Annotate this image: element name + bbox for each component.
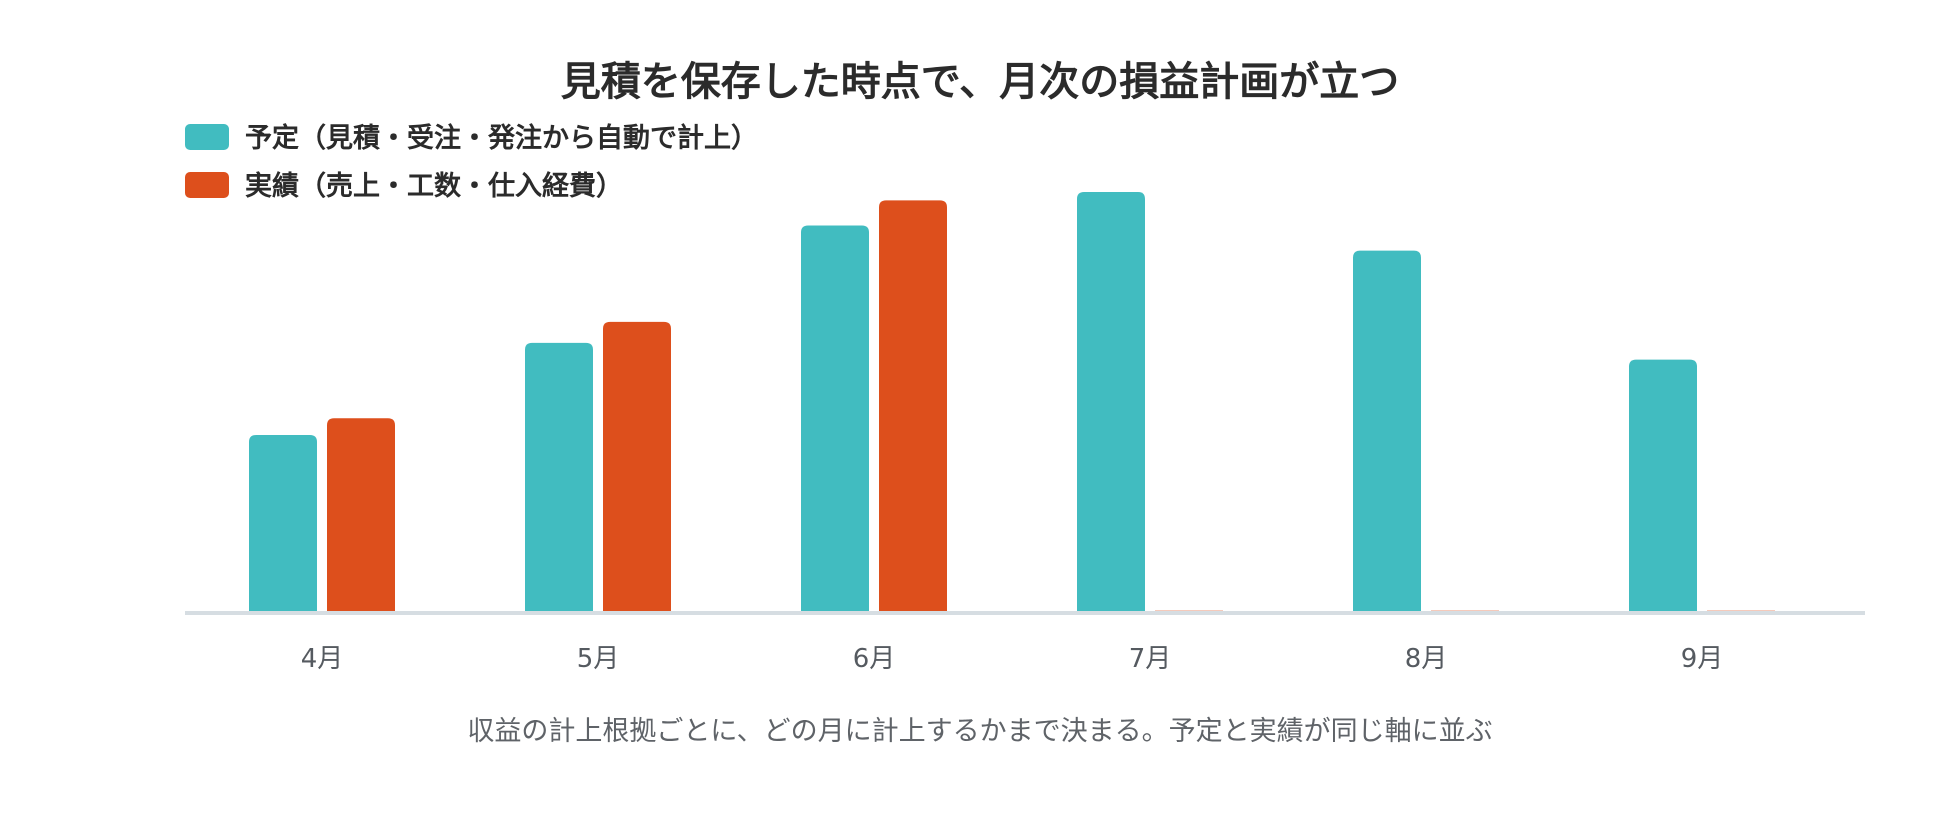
bar-plan-5 (525, 342, 593, 611)
x-tick-label-6: 6月 (853, 644, 896, 674)
bar-plan-8 (1353, 250, 1421, 611)
legend: 予定（見積・受注・発注から自動で計上） 実績（売上・工数・仕入経費） (185, 122, 758, 202)
bar-plan-6 (801, 225, 869, 611)
legend-label-plan: 予定（見積・受注・発注から自動で計上） (245, 122, 758, 154)
bar-actual-6 (879, 200, 947, 611)
bar-plan-9 (1629, 359, 1697, 611)
x-tick-label-7: 7月 (1129, 644, 1172, 674)
legend-item-plan: 予定（見積・受注・発注から自動で計上） (185, 122, 758, 154)
bar-actual-4 (327, 418, 395, 611)
chart-caption: 収益の計上根拠ごとに、どの月に計上するかまで決まる。予定と実績が同じ軸に並ぶ (467, 716, 1492, 747)
x-tick-labels: 4月 5月 6月 7月 8月 9月 (301, 644, 1724, 674)
x-tick-label-9: 9月 (1681, 644, 1724, 674)
chart-title: 見積を保存した時点で、月次の損益計画が立つ (561, 59, 1399, 105)
bar-plan-4 (249, 435, 317, 611)
x-tick-label-8: 8月 (1405, 644, 1448, 674)
x-tick-label-4: 4月 (301, 644, 344, 674)
legend-swatch-plan (185, 124, 229, 150)
bar-plan-7 (1077, 192, 1145, 611)
legend-label-actual: 実績（売上・工数・仕入経費） (245, 170, 623, 202)
legend-item-actual: 実績（売上・工数・仕入経費） (185, 170, 623, 202)
bars-group (249, 192, 1775, 612)
bar-actual-5 (603, 321, 671, 611)
x-tick-label-5: 5月 (577, 644, 620, 674)
legend-swatch-actual (185, 172, 229, 198)
